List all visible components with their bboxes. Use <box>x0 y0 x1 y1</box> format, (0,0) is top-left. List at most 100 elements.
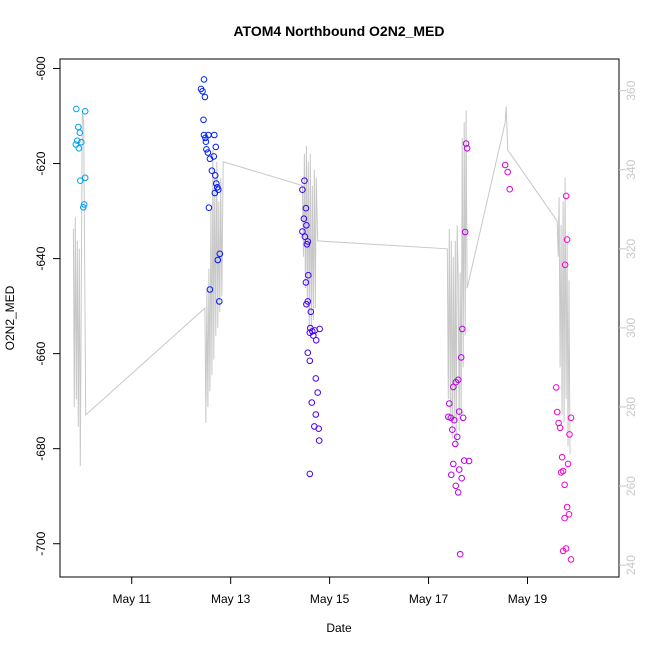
x-tick-label: May 17 <box>409 592 449 606</box>
data-point <box>453 433 461 441</box>
data-point <box>566 431 573 438</box>
data-point <box>448 471 455 479</box>
data-point <box>302 279 310 286</box>
data-point <box>454 489 462 496</box>
data-point <box>205 204 213 211</box>
data-point <box>303 241 311 248</box>
right-axis-line-series <box>72 106 571 467</box>
data-point <box>212 172 219 179</box>
data-point <box>457 354 465 361</box>
data-point <box>301 177 308 184</box>
data-point <box>81 108 89 115</box>
data-point <box>305 271 312 279</box>
data-point <box>303 222 310 229</box>
data-point <box>463 145 471 152</box>
data-point <box>315 437 323 444</box>
data-point <box>81 174 89 182</box>
y2-axis: 240 260 280 300 320 340 360 <box>619 80 638 575</box>
data-point <box>458 325 466 333</box>
data-point <box>455 408 463 415</box>
data-point <box>302 204 310 212</box>
y2-tick-label: 360 <box>624 80 638 100</box>
y2-tick-label: 320 <box>624 238 638 258</box>
data-point <box>311 423 318 430</box>
data-point <box>460 457 468 464</box>
data-point <box>200 76 208 83</box>
data-point <box>454 376 462 384</box>
data-point <box>562 192 570 200</box>
data-point <box>299 228 306 235</box>
data-point <box>312 337 320 344</box>
data-point <box>455 466 463 473</box>
data-point <box>553 408 561 416</box>
data-point <box>74 137 81 144</box>
data-point <box>563 236 571 243</box>
x-axis-label: Date <box>326 621 352 635</box>
data-point <box>301 233 309 240</box>
data-point <box>465 457 473 465</box>
data-point <box>200 116 207 124</box>
y2-tick-label: 260 <box>624 476 638 496</box>
data-point <box>564 460 572 468</box>
data-point <box>300 215 308 222</box>
y-tick-label: -680 <box>34 436 48 460</box>
data-point <box>567 556 575 563</box>
data-point <box>561 481 568 489</box>
y2-tick-label: 280 <box>624 397 638 417</box>
data-point <box>558 453 566 461</box>
y-tick-label: -620 <box>34 151 48 175</box>
data-point <box>459 414 467 422</box>
data-point <box>211 131 218 139</box>
data-point <box>451 416 458 424</box>
y-tick-label: -700 <box>34 531 48 555</box>
x-tick-label: May 19 <box>508 592 548 606</box>
x-tick-label: May 13 <box>211 592 251 606</box>
x-tick-label: May 11 <box>112 592 151 606</box>
data-point <box>80 204 87 211</box>
data-point <box>450 460 457 468</box>
data-point <box>307 308 315 316</box>
data-point <box>314 389 322 396</box>
data-point <box>215 186 222 193</box>
data-point <box>199 88 206 95</box>
data-point <box>214 256 222 264</box>
y2-tick-label: 300 <box>624 318 638 338</box>
data-point <box>211 189 219 197</box>
data-point <box>563 503 571 511</box>
y-tick-label: -600 <box>34 56 48 80</box>
data-point <box>75 145 83 152</box>
y-axis-label: O2N2_MED <box>3 285 17 350</box>
data-point <box>299 186 306 193</box>
data-point <box>210 153 218 160</box>
data-point <box>78 138 85 146</box>
data-point <box>559 547 567 555</box>
data-point <box>561 514 568 522</box>
line-series <box>72 106 571 467</box>
data-point <box>304 238 312 245</box>
data-point <box>504 168 512 176</box>
data-point <box>452 482 460 490</box>
data-point <box>449 426 456 434</box>
data-point <box>73 105 80 113</box>
data-point <box>212 143 220 151</box>
data-point <box>312 375 320 382</box>
data-point <box>561 261 569 269</box>
y2-tick-label: 240 <box>624 555 638 575</box>
scatter-points <box>72 76 575 563</box>
data-point <box>567 414 575 422</box>
x-tick-label: May 15 <box>310 592 350 606</box>
data-point <box>201 93 209 101</box>
chart-title: ATOM4 Northbound O2N2_MED <box>233 23 444 39</box>
y-axis: -700 -680 -660 -640 -620 -600 <box>34 56 60 556</box>
data-point <box>308 399 316 406</box>
data-point <box>80 201 88 208</box>
data-point <box>458 474 466 482</box>
data-point <box>556 424 564 432</box>
data-point <box>203 146 210 153</box>
data-point <box>306 470 314 478</box>
x-axis: May 11 May 13 May 15 May 17 May 19 <box>112 576 548 606</box>
data-point <box>452 440 459 448</box>
data-point <box>77 177 84 184</box>
data-point <box>213 180 220 187</box>
